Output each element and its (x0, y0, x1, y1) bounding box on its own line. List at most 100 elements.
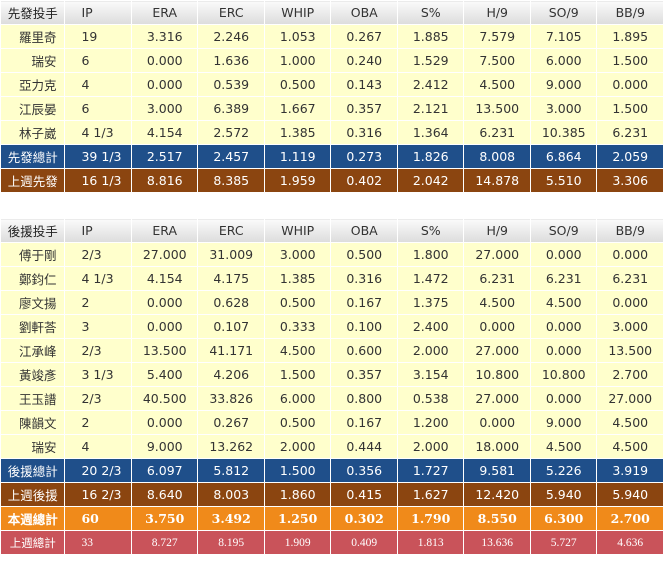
stat-cell: 0.100 (330, 314, 398, 339)
stat-cell: 8.003 (197, 482, 265, 507)
stat-cell: 1.860 (263, 482, 332, 507)
stat-cell: 2.412 (396, 72, 465, 97)
stat-cell: 0.000 (130, 290, 199, 315)
stat-cell: 2.572 (197, 120, 265, 145)
stat-cell: 3.919 (596, 458, 664, 483)
stat-cell: ERC (197, 218, 265, 243)
stat-cell: 1.813 (396, 530, 465, 555)
stat-cell: 0.444 (330, 434, 398, 459)
stat-cell: 0.500 (263, 72, 332, 97)
stat-cell: 0.409 (330, 530, 398, 555)
stat-cell: 1.727 (396, 458, 465, 483)
header-row: 先發投手 IP ERA ERC WHIP OBA S% H/9 SO/9 BB/9 (0, 0, 664, 25)
week-total-row: 本週總計 60 3.750 3.492 1.250 0.302 1.790 8.550 6.30… (0, 506, 664, 531)
stat-cell: 10.800 (529, 362, 598, 387)
stat-cell: 14.878 (463, 168, 531, 193)
stat-cell: 8.727 (130, 530, 199, 555)
stat-cell: 6.097 (130, 458, 199, 483)
stat-cell: S% (396, 0, 465, 25)
stat-cell: 0.000 (130, 410, 199, 435)
stat-cell: 0.273 (330, 144, 398, 169)
stat-cell: 4 (64, 72, 132, 97)
stat-cell: 2.042 (396, 168, 465, 193)
pitcher-row: 江承峰 2/3 13.500 41.171 4.500 0.600 2.000 27.000 0… (0, 338, 664, 363)
stat-cell: 4.636 (596, 530, 664, 555)
stat-cell: 13.500 (463, 96, 531, 121)
stat-cell: 4 1/3 (64, 266, 132, 291)
last-week-total-row: 上週總計 33 8.727 8.195 1.909 0.409 1.813 13.636 5.7… (0, 530, 664, 555)
pitcher-row: 廖文揚 2 0.000 0.628 0.500 0.167 1.375 4.500 4.500 0… (0, 290, 664, 315)
stat-cell: 0.167 (330, 290, 398, 315)
stat-cell: 1.636 (197, 48, 265, 73)
stat-cell: 1.472 (396, 266, 465, 291)
row-label-cell: 陳韻文 (0, 410, 66, 435)
stat-cell: 2.400 (396, 314, 465, 339)
stat-cell: 6.000 (263, 386, 332, 411)
stat-cell: 0.316 (330, 120, 398, 145)
stat-cell: 13.636 (463, 530, 531, 555)
stat-cell: 1.385 (263, 266, 332, 291)
stat-cell: 1.885 (396, 24, 465, 49)
row-label-cell: 江承峰 (0, 338, 66, 363)
pitcher-row: 傅于剛 2/3 27.000 31.009 3.000 0.500 1.800 27.000 0… (0, 242, 664, 267)
stat-cell: IP (64, 0, 132, 25)
stat-cell: 8.640 (130, 482, 199, 507)
stat-cell: 0.500 (330, 242, 398, 267)
row-label-cell: 本週總計 (0, 506, 66, 531)
starters-total-row: 先發總計 39 1/3 2.517 2.457 1.119 0.273 1.826 8.008… (0, 144, 664, 169)
pitcher-row: 鄭鈞仁 4 1/3 4.154 4.175 1.385 0.316 1.472 6.231 6.… (0, 266, 664, 291)
stat-cell: ERA (130, 218, 199, 243)
stat-cell: 5.940 (529, 482, 598, 507)
stat-cell: 0.357 (330, 96, 398, 121)
stat-cell: 7.579 (463, 24, 531, 49)
stat-cell: 4 1/3 (64, 120, 132, 145)
stat-cell: 1.500 (263, 458, 332, 483)
stat-cell: 3.000 (263, 242, 332, 267)
stat-cell: 0.000 (596, 290, 664, 315)
pitcher-row: 陳韻文 2 0.000 0.267 0.500 0.167 1.200 0.000 9.000 4… (0, 410, 664, 435)
relief-last-week-row: 上週後援 16 2/3 8.640 8.003 1.860 0.415 1.627 12.42… (0, 482, 664, 507)
stat-cell: 2.517 (130, 144, 199, 169)
stat-cell: 1.364 (396, 120, 465, 145)
header-row: 後援投手 IP ERA ERC WHIP OBA S% H/9 SO/9 BB/9 (0, 218, 664, 243)
stat-cell: 9.581 (463, 458, 531, 483)
stat-cell: 10.385 (529, 120, 598, 145)
stat-cell: 8.195 (197, 530, 265, 555)
stat-cell: 0.539 (197, 72, 265, 97)
pitcher-row: 林子崴 4 1/3 4.154 2.572 1.385 0.316 1.364 6.231 10… (0, 120, 664, 145)
row-label-cell: 亞力克 (0, 72, 66, 97)
stat-cell: 4.206 (197, 362, 265, 387)
stat-cell: 4.500 (529, 290, 598, 315)
stat-cell: IP (64, 218, 132, 243)
stat-cell: 2.457 (197, 144, 265, 169)
stat-cell: H/9 (463, 218, 531, 243)
row-label-cell: 廖文揚 (0, 290, 66, 315)
stat-cell: 16 1/3 (64, 168, 132, 193)
stat-cell: 1.959 (263, 168, 332, 193)
stat-cell: 0.000 (529, 338, 598, 363)
stat-cell: 5.226 (529, 458, 598, 483)
stat-cell: 2.059 (596, 144, 664, 169)
stat-cell: H/9 (463, 0, 531, 25)
stat-cell: S% (396, 218, 465, 243)
row-label-cell: 瑞安 (0, 48, 66, 73)
stat-cell: 16 2/3 (64, 482, 132, 507)
stat-cell: 6.000 (529, 48, 598, 73)
stat-cell: 3.000 (529, 96, 598, 121)
pitcher-row: 王玉譜 2/3 40.500 33.826 6.000 0.800 0.538 27.000 0… (0, 386, 664, 411)
stat-cell: 3 1/3 (64, 362, 132, 387)
stat-cell: 0.357 (330, 362, 398, 387)
stat-cell: 1.200 (396, 410, 465, 435)
stat-cell: 2.000 (396, 338, 465, 363)
stat-cell: 0.800 (330, 386, 398, 411)
stat-cell: OBA (330, 0, 398, 25)
stat-cell: 12.420 (463, 482, 531, 507)
stat-cell: 2.000 (396, 434, 465, 459)
stat-cell: 4.154 (130, 120, 199, 145)
row-label-cell: 王玉譜 (0, 386, 66, 411)
stat-cell: 2.000 (263, 434, 332, 459)
stat-cell: 8.385 (197, 168, 265, 193)
relief-total-row: 後援總計 20 2/3 6.097 5.812 1.500 0.356 1.727 9.581… (0, 458, 664, 483)
stat-cell: 0.600 (330, 338, 398, 363)
stat-cell: 7.500 (463, 48, 531, 73)
